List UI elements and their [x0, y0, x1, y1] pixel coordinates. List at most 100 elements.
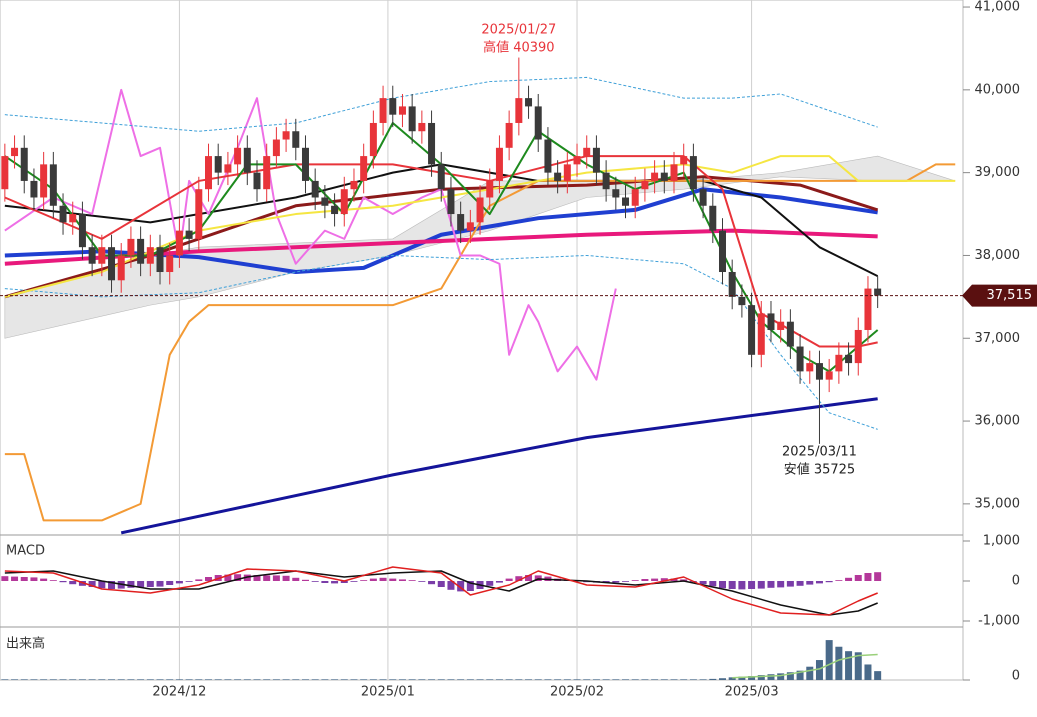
- volume-bar: [612, 679, 619, 680]
- candle-body: [777, 322, 784, 330]
- volume-bar: [680, 679, 687, 680]
- candle-body: [399, 106, 406, 114]
- candle-body: [40, 164, 47, 197]
- macd-bar: [350, 581, 357, 582]
- candle-body: [477, 197, 484, 222]
- candle-body: [874, 289, 881, 296]
- candle-body: [418, 123, 425, 131]
- volume-bar: [389, 679, 396, 680]
- macd-bar: [438, 581, 445, 587]
- candle-body: [729, 272, 736, 297]
- macd-bar: [506, 579, 513, 581]
- volume-bar: [380, 679, 387, 680]
- y-tick-label: 37,000: [975, 331, 1021, 346]
- x-tick-label: 2024/12: [152, 685, 206, 700]
- macd-bar: [21, 577, 28, 581]
- volume-bar: [195, 679, 202, 680]
- candle-body: [690, 156, 697, 189]
- candle-body: [632, 189, 639, 206]
- volume-bar: [263, 679, 270, 680]
- macd-bar: [758, 581, 765, 589]
- candle-body: [380, 98, 387, 123]
- candle-body: [661, 173, 668, 181]
- candle-body: [253, 173, 260, 190]
- volume-bar: [835, 647, 842, 680]
- macd-bar: [263, 575, 270, 581]
- candle-body: [98, 247, 105, 264]
- volume-bar: [544, 679, 551, 680]
- macd-bar: [641, 579, 648, 581]
- macd-bar: [486, 581, 493, 586]
- volume-bar: [331, 679, 338, 680]
- x-tick-label: 2025/02: [550, 685, 604, 700]
- volume-bar: [477, 679, 484, 680]
- candle-body: [864, 289, 871, 330]
- volume-bar: [40, 679, 47, 680]
- plot-frame: [0, 0, 963, 680]
- macd-bar: [806, 581, 813, 585]
- y-tick-label: 36,000: [975, 414, 1021, 429]
- candle-body: [797, 347, 804, 372]
- volume-bar: [622, 679, 629, 680]
- volume-bar: [1, 679, 8, 680]
- volume-bar: [506, 679, 513, 680]
- volume-bar: [321, 679, 328, 680]
- volume-bar: [205, 679, 212, 680]
- macd-bar: [166, 581, 173, 585]
- volume-bar: [137, 679, 144, 680]
- macd-bar: [399, 579, 406, 581]
- candle-body: [544, 140, 551, 173]
- macd-bar: [709, 581, 716, 586]
- macd-bar: [331, 581, 338, 583]
- annotation-text: 高値 40390: [483, 40, 555, 56]
- volume-bar: [467, 679, 474, 680]
- macd-bar: [719, 581, 726, 588]
- volume-bar: [671, 679, 678, 680]
- volume-bar: [457, 679, 464, 680]
- volume-bar: [447, 679, 454, 680]
- volume-bar: [593, 679, 600, 680]
- y-tick-label: 0: [1012, 669, 1020, 684]
- panel-label: MACD: [6, 544, 45, 559]
- volume-bar: [409, 679, 416, 680]
- candle-body: [564, 164, 571, 181]
- candle-body: [30, 181, 37, 198]
- candle-body: [118, 255, 125, 280]
- candle-body: [1, 156, 8, 189]
- macd-bar: [176, 581, 183, 583]
- macd-bar: [60, 581, 67, 582]
- volume-bar: [79, 679, 86, 680]
- macd-bar: [292, 578, 299, 581]
- candle-body: [641, 181, 648, 189]
- y-tick-label: 39,000: [975, 165, 1021, 180]
- volume-bar: [89, 679, 96, 680]
- candle-body: [389, 98, 396, 115]
- volume-bar: [399, 679, 406, 680]
- candle-body: [680, 156, 687, 164]
- candle-body: [137, 239, 144, 264]
- candle-body: [486, 181, 493, 198]
- candle-body: [438, 164, 445, 189]
- candle-body: [700, 189, 707, 206]
- macd-bar: [700, 581, 707, 584]
- candle-body: [835, 355, 842, 372]
- candle-body: [11, 148, 18, 156]
- volume-bar: [244, 679, 251, 680]
- macd-bar: [748, 581, 755, 589]
- candle-body: [147, 247, 154, 264]
- candle-body: [767, 313, 774, 330]
- candle-body: [370, 123, 377, 156]
- candle-body: [263, 156, 270, 189]
- candle-body: [350, 181, 357, 189]
- x-tick-label: 2025/01: [361, 685, 415, 700]
- volume-bar: [341, 679, 348, 680]
- candle-body: [21, 148, 28, 181]
- macd-bar: [380, 578, 387, 581]
- volume-bar: [176, 679, 183, 680]
- macd-bar: [389, 579, 396, 581]
- volume-bar: [564, 679, 571, 680]
- candle-body: [603, 173, 610, 190]
- candle-body: [709, 206, 716, 231]
- candle-body: [719, 231, 726, 272]
- volume-bar: [583, 679, 590, 680]
